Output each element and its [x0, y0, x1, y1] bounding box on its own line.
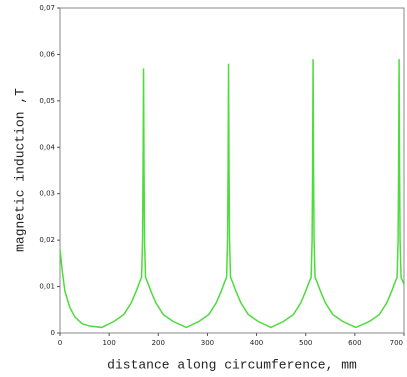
plot-frame: [59, 7, 405, 334]
x-tick-label: 500: [299, 339, 312, 347]
y-tick-label: 0,01: [39, 283, 55, 291]
x-tick-label: 300: [201, 339, 214, 347]
x-tick-label: 400: [250, 339, 263, 347]
x-axis-label: distance along circumference, mm: [107, 357, 357, 372]
x-tick-label: 200: [152, 339, 165, 347]
x-tick-label: 700: [390, 339, 403, 347]
y-tick-label: 0,03: [39, 190, 55, 198]
x-tick-label: 100: [102, 339, 115, 347]
y-tick-label: 0,06: [39, 50, 55, 58]
x-tick-label: 600: [348, 339, 361, 347]
y-tick-label: 0: [51, 329, 55, 337]
x-tick-label: 0: [58, 339, 62, 347]
data-line: [59, 59, 405, 329]
y-axis-label: magnetic induction ,T: [12, 88, 27, 252]
y-tick-label: 0,05: [39, 97, 55, 105]
y-tick-label: 0,04: [39, 143, 55, 151]
y-tick-label: 0,02: [39, 236, 55, 244]
y-tick-label: 0,07: [39, 4, 55, 12]
